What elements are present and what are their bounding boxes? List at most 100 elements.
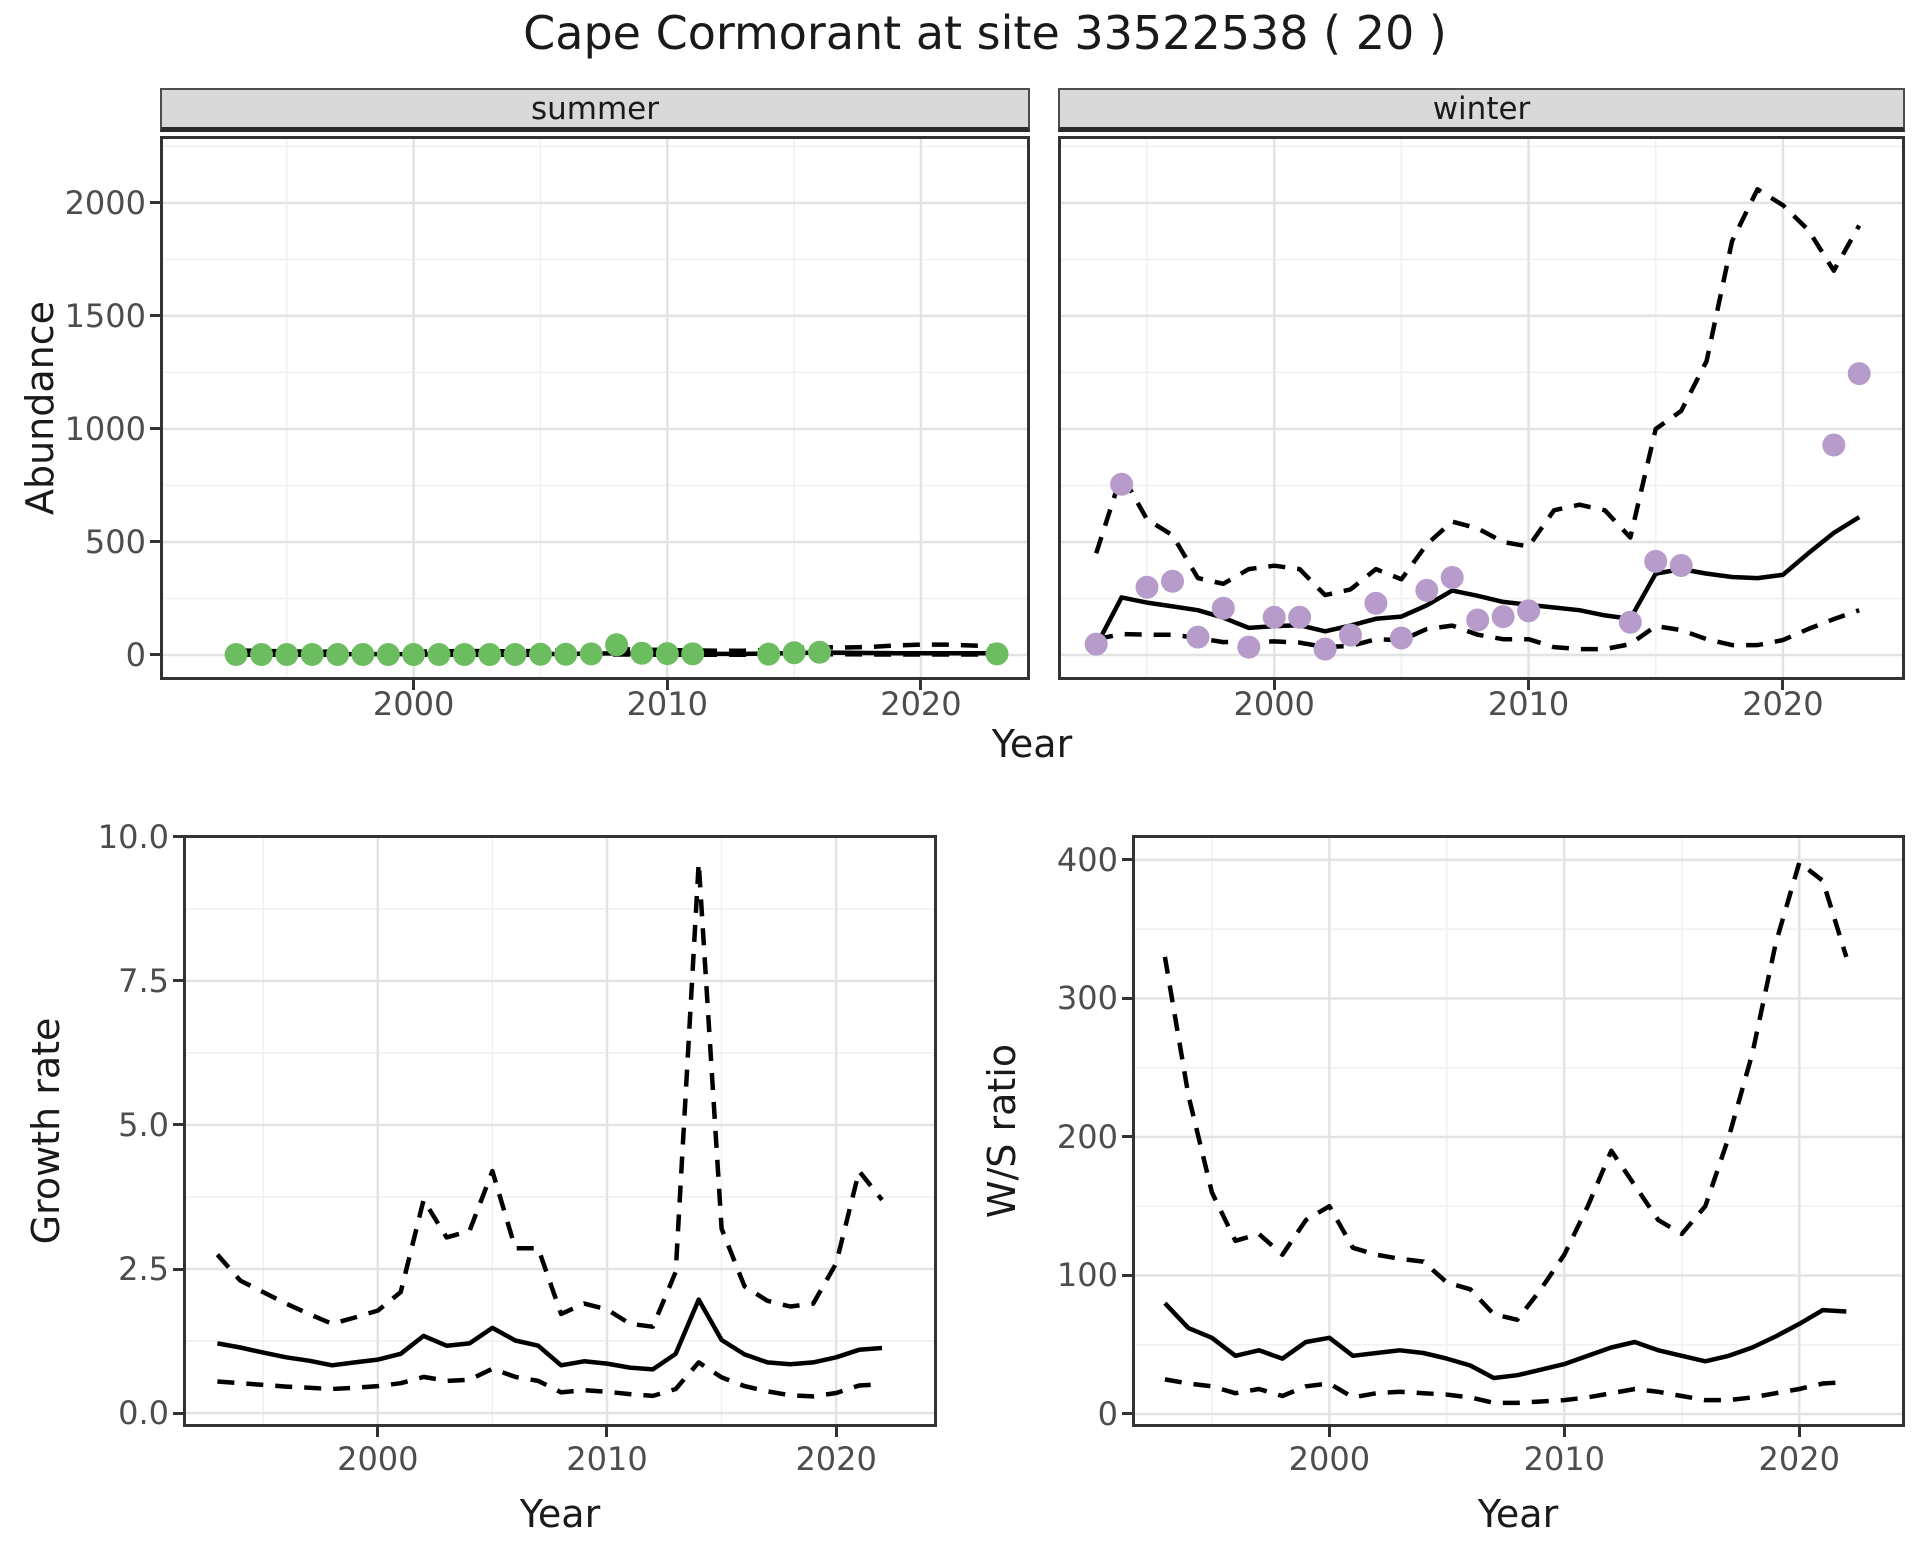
data-point-observed_counts xyxy=(452,643,476,666)
y-tick-mark xyxy=(173,1267,183,1271)
data-point-observed_counts xyxy=(376,643,400,666)
y-tick-mark xyxy=(1122,1135,1132,1139)
data-point-observed_counts xyxy=(1644,549,1668,573)
x-tick-label: 2000 xyxy=(1288,1440,1371,1478)
data-point-observed_counts xyxy=(1313,637,1337,661)
data-point-observed_counts xyxy=(351,643,375,666)
data-point-observed_counts xyxy=(478,643,502,666)
x-tick-mark xyxy=(1272,680,1276,690)
series-line-lower_ci xyxy=(217,1360,883,1399)
data-point-observed_counts xyxy=(1466,608,1490,632)
facet-label-winter: winter xyxy=(1432,90,1531,127)
panel-summer-abundance xyxy=(160,136,1030,680)
x-tick-label: 2000 xyxy=(1233,685,1315,723)
y-tick-label: 100 xyxy=(1056,1256,1118,1295)
data-point-observed_counts xyxy=(1262,605,1286,629)
data-point-observed_counts xyxy=(529,642,552,666)
y-tick-label: 7.5 xyxy=(118,961,169,1000)
y-tick-mark xyxy=(1122,1273,1132,1277)
data-point-observed_counts xyxy=(1415,578,1439,602)
data-point-observed_counts xyxy=(326,643,350,666)
data-point-observed_counts xyxy=(1440,566,1464,589)
data-point-observed_counts xyxy=(782,641,806,665)
data-point-observed_counts xyxy=(1669,554,1693,577)
y-tick-label: 5.0 xyxy=(118,1105,169,1144)
y-tick-label: 0 xyxy=(1097,1394,1118,1433)
y-tick-label: 2000 xyxy=(64,183,146,222)
y-tick-label: 200 xyxy=(1056,1117,1118,1156)
y-tick-mark xyxy=(173,979,183,983)
panel-border xyxy=(1058,136,1905,680)
y-tick-label: 300 xyxy=(1056,979,1118,1018)
series-line-lower_ci xyxy=(1164,1377,1847,1406)
x-tick-label: 2020 xyxy=(795,1440,877,1478)
data-point-observed_counts xyxy=(1110,472,1134,496)
y-tick-mark xyxy=(150,314,160,318)
data-point-observed_counts xyxy=(275,643,299,666)
data-point-observed_counts xyxy=(681,642,705,666)
series-line-upper_ci xyxy=(215,860,884,1329)
panel-border xyxy=(1132,835,1905,1427)
data-point-observed_counts xyxy=(1161,569,1184,593)
series-line-upper_ci xyxy=(1094,187,1862,598)
y-tick-mark xyxy=(173,1123,183,1127)
data-point-observed_counts xyxy=(808,640,831,664)
y-tick-mark xyxy=(1122,858,1132,862)
data-point-observed_counts xyxy=(1084,632,1108,656)
y-tick-mark xyxy=(150,540,160,544)
y-tick-mark xyxy=(150,653,160,657)
data-point-observed_counts xyxy=(250,643,273,666)
data-point-observed_counts xyxy=(554,642,578,666)
x-tick-label: 2000 xyxy=(337,1440,419,1478)
x-tick-mark xyxy=(1527,680,1531,690)
x-tick-label: 2020 xyxy=(1758,1440,1840,1478)
data-point-observed_counts xyxy=(1288,605,1312,629)
x-tick-mark xyxy=(919,680,923,690)
x-tick-mark xyxy=(605,1427,609,1437)
panel-border xyxy=(160,136,1030,680)
data-point-observed_counts xyxy=(224,643,248,666)
x-tick-label: 2000 xyxy=(372,685,455,723)
y-tick-label: 0 xyxy=(125,635,146,674)
data-point-observed_counts xyxy=(1517,599,1541,623)
series-line-upper_ci xyxy=(1162,860,1849,1323)
panel-growth-rate xyxy=(183,835,937,1427)
data-point-observed_counts xyxy=(1618,610,1642,634)
x-tick-mark xyxy=(834,1427,838,1437)
y-tick-mark xyxy=(173,835,183,839)
x-tick-mark xyxy=(376,1427,380,1437)
facet-strip-summer: summer xyxy=(160,88,1030,132)
panel-ws-ratio xyxy=(1132,835,1905,1427)
data-point-observed_counts xyxy=(630,641,654,665)
data-point-observed_counts xyxy=(1211,596,1235,620)
x-tick-mark xyxy=(1562,1427,1566,1437)
data-point-observed_counts xyxy=(655,642,679,666)
x-axis-title-year-bottom-right: Year xyxy=(1477,1492,1559,1536)
x-axis-title-year-bottom-left: Year xyxy=(519,1492,601,1536)
y-tick-mark xyxy=(1122,996,1132,1000)
data-point-observed_counts xyxy=(1186,625,1210,649)
data-point-observed_counts xyxy=(757,642,781,666)
x-tick-mark xyxy=(1797,1427,1801,1437)
data-point-observed_counts xyxy=(427,643,451,666)
series-line-lower_ci xyxy=(1095,608,1860,652)
facet-label-summer: summer xyxy=(530,90,659,127)
facet-strip-winter: winter xyxy=(1058,88,1905,132)
x-tick-mark xyxy=(1327,1427,1331,1437)
series-line-estimate xyxy=(217,1297,883,1372)
x-tick-mark xyxy=(665,680,669,690)
data-point-observed_counts xyxy=(1339,623,1362,647)
y-tick-mark xyxy=(150,201,160,205)
data-point-observed_counts xyxy=(579,642,603,666)
panel-border xyxy=(183,835,937,1427)
x-tick-label: 2010 xyxy=(566,1440,648,1478)
y-tick-label: 2.5 xyxy=(118,1250,169,1289)
series-line-estimate xyxy=(1163,1301,1847,1381)
chart-title: Cape Cormorant at site 33522538 ( 20 ) xyxy=(523,6,1447,60)
data-point-observed_counts xyxy=(503,643,527,666)
panel-winter-abundance xyxy=(1058,136,1905,680)
y-tick-label: 0.0 xyxy=(118,1394,169,1433)
y-tick-label: 1000 xyxy=(64,409,146,448)
y-tick-label: 400 xyxy=(1056,840,1118,879)
data-point-observed_counts xyxy=(1364,591,1388,615)
